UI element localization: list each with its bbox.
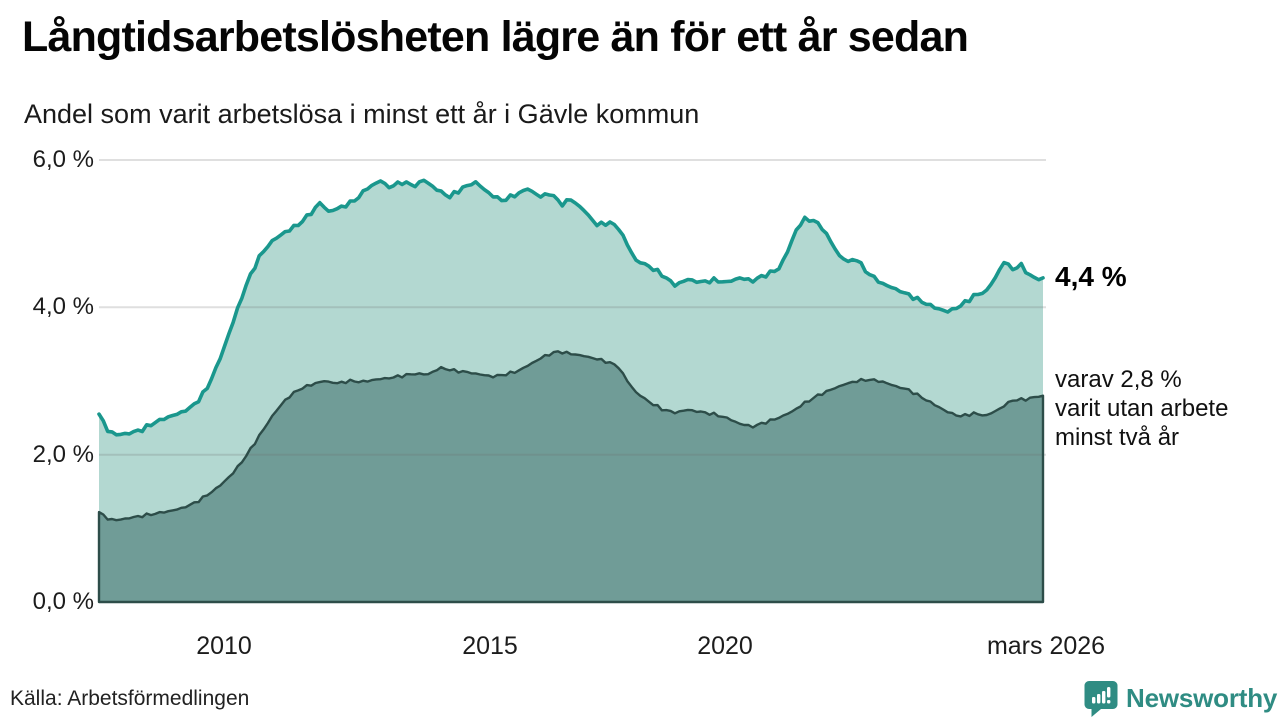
annotation-line: varav 2,8 % [1055,366,1182,393]
latest-value-label: 4,4 % [1055,261,1127,292]
x-axis-tick-label: mars 2026 [986,632,1106,660]
y-axis-tick-label: 0,0 % [32,588,94,615]
two-year-area-fill [99,351,1043,602]
y-axis-tick-label: 6,0 % [32,146,94,173]
newsworthy-logo-icon [1084,681,1118,717]
source-label: Källa: Arbetsförmedlingen [10,687,250,710]
total-line [97,178,1045,437]
two-year-line [97,350,1045,604]
annotation-line: minst två år [1055,424,1180,451]
page-title: Långtidsarbetslösheten lägre än för ett … [22,13,969,61]
y-axis-tick-label: 2,0 % [32,441,94,468]
brand-wordmark: Newsworthy [1126,683,1278,713]
y-axis-tick-label: 4,0 % [32,293,94,320]
annotation-line: varit utan arbete [1055,395,1229,422]
brand-lockup: Newsworthy [1084,680,1277,718]
two-year-annotation: varav 2,8 % varit utan arbete minst två … [1055,365,1228,452]
x-axis-tick-label: 2010 [196,632,252,660]
chart-subtitle: Andel som varit arbetslösa i minst ett å… [24,99,700,129]
x-axis-tick-label: 2020 [697,632,753,660]
x-axis-tick-label: 2015 [462,632,518,660]
